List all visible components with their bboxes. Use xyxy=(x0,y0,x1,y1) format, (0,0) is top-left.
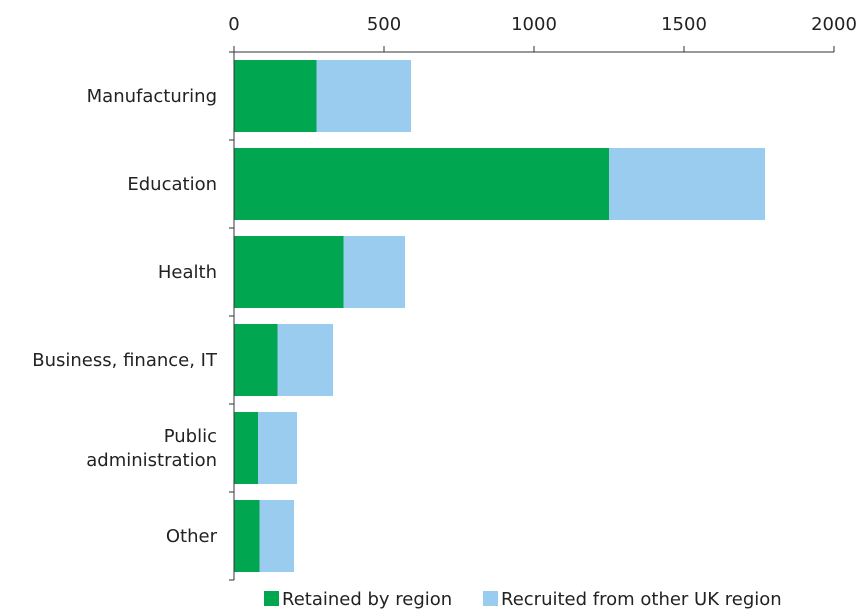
category-label-2: Health xyxy=(158,262,217,283)
category-label-line: Other xyxy=(166,526,218,547)
category-label-line: Public xyxy=(164,426,217,447)
x-tick-label-4: 2000 xyxy=(811,14,857,35)
bar-retained-3 xyxy=(234,324,278,396)
bar-retained-5 xyxy=(234,500,260,572)
category-label-4: Public administration xyxy=(86,426,217,471)
category-label-line: Education xyxy=(127,174,217,195)
x-tick-label-2: 1000 xyxy=(511,14,557,35)
bar-recruited-5 xyxy=(259,500,294,572)
bar-retained-0 xyxy=(234,60,317,132)
category-label-3: Business, finance, IT xyxy=(32,350,218,371)
category-label-line: administration xyxy=(86,450,217,471)
category-label-1: Education xyxy=(127,174,217,195)
bar-recruited-1 xyxy=(609,148,765,220)
category-label-line: Manufacturing xyxy=(87,86,217,107)
bar-retained-4 xyxy=(234,412,258,484)
bar-recruited-0 xyxy=(316,60,411,132)
category-label-line: Business, finance, IT xyxy=(32,350,218,371)
x-tick-label-3: 1500 xyxy=(661,14,707,35)
bar-recruited-4 xyxy=(258,412,297,484)
category-label-line: Health xyxy=(158,262,217,283)
legend-swatch-retained xyxy=(264,591,279,606)
x-tick-label-1: 500 xyxy=(367,14,401,35)
legend-swatch-recruited xyxy=(483,591,498,606)
bar-recruited-2 xyxy=(343,236,405,308)
bars-group xyxy=(234,60,765,572)
x-tick-label-0: 0 xyxy=(228,14,239,35)
legend: Retained by region Recruited from other U… xyxy=(264,589,782,610)
y-axis: Manufacturing Education Health Business, fi… xyxy=(32,51,235,581)
x-axis: 0 500 1000 1500 2000 xyxy=(228,14,857,53)
category-label-5: Other xyxy=(166,526,218,547)
bar-recruited-3 xyxy=(277,324,333,396)
legend-label-recruited: Recruited from other UK region xyxy=(501,589,782,610)
bar-retained-2 xyxy=(234,236,344,308)
category-label-0: Manufacturing xyxy=(87,86,217,107)
bar-retained-1 xyxy=(234,148,609,220)
legend-label-retained: Retained by region xyxy=(282,589,452,610)
